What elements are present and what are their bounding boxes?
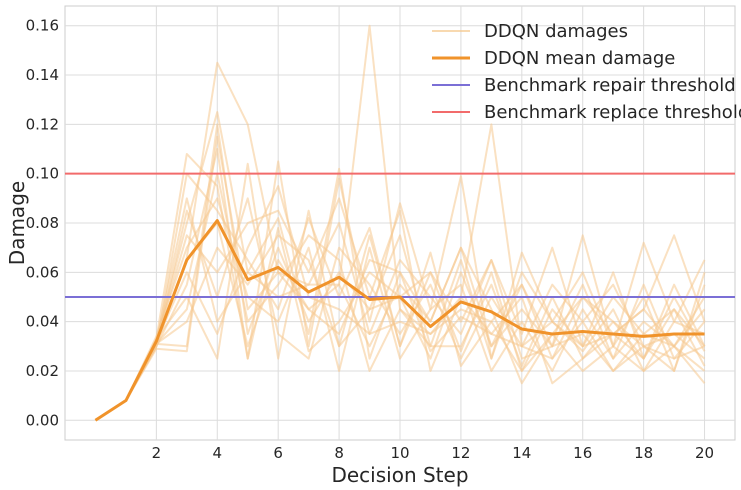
y-tick-label: 0.00: [26, 411, 59, 429]
legend-label: Benchmark repair threshold: [484, 75, 736, 96]
legend-label: DDQN damages: [484, 21, 628, 42]
x-tick-label: 4: [212, 444, 222, 462]
y-tick-labels: 0.00 0.02 0.04 0.06 0.08 0.10 0.12 0.14 0.16: [26, 17, 59, 430]
legend-label: DDQN mean damage: [484, 48, 675, 69]
x-tick-label: 18: [634, 444, 653, 462]
legend: DDQN damages DDQN mean damage Benchmark re…: [432, 21, 741, 123]
ddqn-damage-run-line: [94, 135, 706, 422]
x-tick-label: 20: [695, 444, 714, 462]
y-tick-label: 0.08: [26, 214, 59, 232]
legend-label: Benchmark replace threshold: [484, 102, 741, 123]
ddqn-damage-run-line: [94, 162, 706, 422]
y-tick-label: 0.12: [26, 115, 59, 133]
x-axis-title: Decision Step: [331, 463, 468, 487]
x-tick-labels: 2 4 6 8 10 12 14 16 18 20: [152, 444, 715, 462]
y-tick-label: 0.16: [26, 17, 59, 35]
y-tick-label: 0.06: [26, 263, 59, 281]
x-tick-label: 2: [152, 444, 162, 462]
ddqn-damage-run-line: [94, 197, 706, 422]
x-tick-label: 8: [334, 444, 344, 462]
x-tick-label: 12: [451, 444, 470, 462]
x-tick-label: 14: [512, 444, 531, 462]
x-tick-label: 10: [390, 444, 409, 462]
ddqn-damage-run-line: [94, 172, 705, 422]
y-tick-label: 0.10: [26, 165, 59, 183]
y-tick-label: 0.04: [26, 313, 59, 331]
x-tick-label: 6: [273, 444, 283, 462]
x-tick-label: 16: [573, 444, 592, 462]
y-tick-label: 0.14: [26, 66, 59, 84]
mean-damage-series: [94, 219, 705, 422]
ddqn-damage-run-line: [94, 185, 706, 422]
mean-damage-line: [94, 219, 705, 422]
y-tick-label: 0.02: [26, 362, 59, 380]
y-axis-title: Damage: [5, 181, 29, 265]
